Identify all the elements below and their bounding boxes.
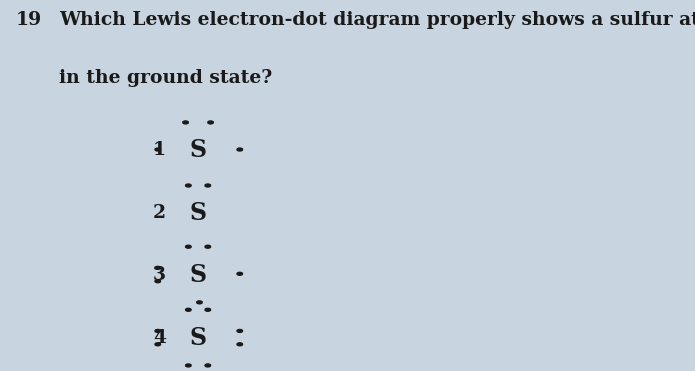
Circle shape — [237, 329, 243, 332]
Text: 1: 1 — [153, 141, 166, 159]
Text: S: S — [190, 201, 206, 225]
Circle shape — [237, 343, 243, 346]
Circle shape — [205, 308, 211, 311]
Text: Which Lewis electron-dot diagram properly shows a sulfur ato: Which Lewis electron-dot diagram properl… — [59, 11, 695, 29]
Circle shape — [155, 266, 161, 269]
Circle shape — [237, 148, 243, 151]
Text: in the ground state?: in the ground state? — [59, 69, 272, 87]
Text: 3: 3 — [153, 266, 166, 283]
Circle shape — [155, 280, 161, 283]
Circle shape — [183, 121, 188, 124]
Circle shape — [186, 184, 191, 187]
Circle shape — [186, 245, 191, 248]
Circle shape — [197, 301, 202, 304]
Text: S: S — [190, 263, 206, 286]
Circle shape — [205, 364, 211, 367]
Text: 19: 19 — [15, 11, 42, 29]
Circle shape — [186, 364, 191, 367]
Text: 2: 2 — [153, 204, 166, 222]
Circle shape — [237, 272, 243, 275]
Text: S: S — [190, 138, 206, 162]
Circle shape — [205, 245, 211, 248]
Circle shape — [186, 308, 191, 311]
Circle shape — [155, 148, 161, 151]
Circle shape — [155, 343, 161, 346]
Circle shape — [208, 121, 213, 124]
Circle shape — [205, 184, 211, 187]
Text: S: S — [190, 326, 206, 349]
Circle shape — [155, 329, 161, 332]
Text: 4: 4 — [153, 329, 166, 347]
